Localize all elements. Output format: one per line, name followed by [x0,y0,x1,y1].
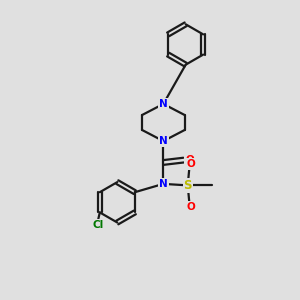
Text: O: O [186,202,195,212]
Text: S: S [184,179,192,192]
Text: N: N [159,136,168,146]
Text: Cl: Cl [92,220,103,230]
Text: O: O [186,159,195,169]
Text: N: N [159,179,168,189]
Text: O: O [185,155,194,165]
Text: N: N [159,99,168,109]
